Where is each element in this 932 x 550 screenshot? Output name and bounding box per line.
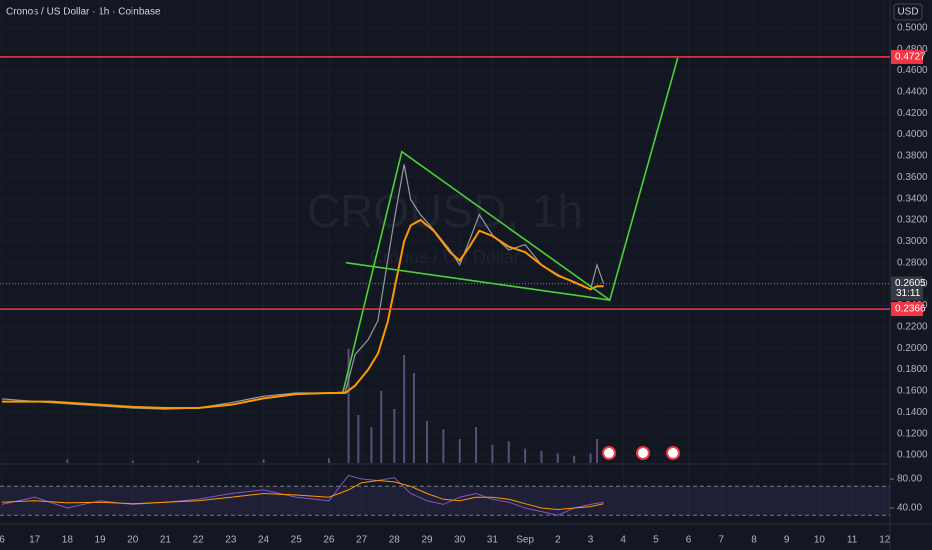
x-tick-label: 18 [62, 535, 74, 546]
y-tick-label: 0.3400 [897, 193, 928, 204]
x-tick-label: 26 [323, 535, 335, 546]
event-icons [602, 446, 680, 460]
x-tick-label: 21 [160, 535, 172, 546]
trend-line [345, 261, 610, 301]
volume-bar [507, 441, 510, 463]
x-tick-label: 31 [487, 535, 499, 546]
x-tick-label: 29 [421, 535, 433, 546]
y-tick-label: 0.1200 [897, 428, 928, 439]
x-tick-label: 25 [291, 535, 303, 546]
y-tick-label: 0.4800 [897, 44, 928, 55]
volume-bar [262, 459, 265, 463]
rsi-band [0, 486, 890, 516]
x-tick-label: Sep [516, 535, 534, 546]
event-icon[interactable] [666, 446, 680, 460]
volume-bar [589, 453, 592, 463]
y-tick-label: 0.3600 [897, 172, 928, 183]
y-tick-label: 0.1000 [897, 450, 928, 461]
x-tick-label: 20 [127, 535, 139, 546]
watermark: CROUSD, 1h Cronos / US Dollar [307, 185, 583, 267]
volume-bar [380, 391, 383, 463]
x-tick-label: 19 [94, 535, 106, 546]
volume-bar [556, 453, 559, 463]
y-tick-label: 0.1400 [897, 407, 928, 418]
volume-bar [524, 448, 527, 463]
x-tick-label: 24 [258, 535, 270, 546]
event-icon[interactable] [602, 446, 616, 460]
level-label-box [891, 49, 923, 64]
x-tick-label: 27 [356, 535, 368, 546]
y-tick-label: 0.2000 [897, 343, 928, 354]
volume-bar [573, 455, 576, 463]
y-tick-label: 0.4000 [897, 129, 928, 140]
x-tick-label: 17 [29, 535, 41, 546]
volume-bar [370, 427, 373, 463]
x-tick-label: 22 [193, 535, 205, 546]
volume-bar [475, 427, 478, 463]
price-line [2, 218, 604, 409]
x-tick-label: 3 [588, 535, 594, 546]
x-tick-label: 6 [686, 535, 692, 546]
x-tick-label: 5 [653, 535, 659, 546]
x-tick-label: 12 [879, 535, 891, 546]
volume-bar [357, 415, 360, 463]
chart-title: Cronos / US Dollar · 1h · Coinbase [6, 7, 161, 18]
x-tick-label: 2 [555, 535, 561, 546]
x-tick-label: 28 [389, 535, 401, 546]
y-tick-label: 0.1800 [897, 364, 928, 375]
watermark-subtext: Cronos / US Dollar [370, 247, 520, 267]
countdown: 31:11 [896, 288, 921, 299]
level-label: 0.2366 [895, 304, 926, 315]
rsi-tick-label: 80.00 [897, 474, 922, 485]
y-tick-label: 0.5000 [897, 22, 928, 33]
last-price-label: 0.2605 [895, 278, 926, 289]
currency[interactable]: USD [897, 7, 918, 18]
y-tick-label: 0.4400 [897, 86, 928, 97]
x-tick-label: 8 [751, 535, 757, 546]
volume-bar [197, 460, 200, 463]
y-tick-label: 0.1600 [897, 386, 928, 397]
x-tick-label: 7 [719, 535, 725, 546]
watermark-text: CROUSD, 1h [307, 185, 583, 237]
rsi-tick-label: 40.00 [897, 503, 922, 514]
level-label-box [891, 302, 923, 317]
level-label: 0.4727 [895, 52, 926, 63]
y-tick-label: 0.2800 [897, 257, 928, 268]
x-tick-label: 23 [225, 535, 237, 546]
x-tick-label: 9 [784, 535, 790, 546]
volume-bar [327, 458, 330, 463]
y-tick-label: 0.3200 [897, 215, 928, 226]
x-tick-label: 30 [454, 535, 466, 546]
x-tick-label: 10 [814, 535, 826, 546]
x-tick-label: 11 [847, 535, 858, 546]
volume-bar [540, 451, 543, 463]
trend-line [342, 57, 679, 393]
x-tick-label: 6 [0, 535, 5, 546]
volume-bar [458, 439, 461, 463]
volume-bar [131, 460, 134, 463]
x-tick-label: 4 [620, 535, 626, 546]
y-tick-label: 0.3000 [897, 236, 928, 247]
y-tick-label: 0.4600 [897, 65, 928, 76]
volume-bar [347, 349, 350, 463]
volume-bar [66, 459, 69, 463]
volume-bar [412, 373, 415, 463]
volume-bar [596, 439, 599, 463]
rsi-ma-line [1, 479, 604, 511]
volume-bar [403, 355, 406, 463]
volume-bar [491, 445, 494, 463]
volume-bar [393, 409, 396, 463]
last-price-box [891, 276, 923, 301]
y-tick-label: 0.2200 [897, 321, 928, 332]
y-tick-label: 0.3800 [897, 151, 928, 162]
volume-bar [442, 429, 445, 463]
volume-bar [426, 421, 429, 463]
currency-box[interactable] [893, 3, 923, 21]
event-icon[interactable] [636, 446, 650, 460]
y-tick-label: 0.4200 [897, 108, 928, 119]
